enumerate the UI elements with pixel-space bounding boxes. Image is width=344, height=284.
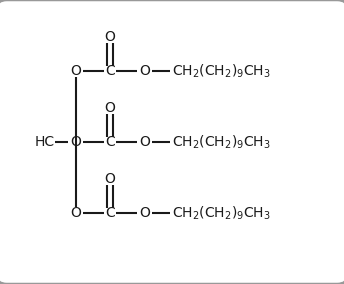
Text: C: C (105, 135, 115, 149)
Text: O: O (70, 64, 81, 78)
Text: O: O (105, 172, 116, 186)
Text: CH$_2$(CH$_2$)$_9$CH$_3$: CH$_2$(CH$_2$)$_9$CH$_3$ (172, 133, 271, 151)
Text: O: O (70, 135, 81, 149)
Text: O: O (139, 64, 150, 78)
Text: O: O (139, 135, 150, 149)
Text: CH$_2$(CH$_2$)$_9$CH$_3$: CH$_2$(CH$_2$)$_9$CH$_3$ (172, 62, 271, 80)
Text: O: O (139, 206, 150, 220)
Text: O: O (105, 30, 116, 44)
Text: O: O (105, 101, 116, 115)
Text: CH$_2$(CH$_2$)$_9$CH$_3$: CH$_2$(CH$_2$)$_9$CH$_3$ (172, 204, 271, 222)
Text: HC: HC (35, 135, 55, 149)
Text: C: C (105, 64, 115, 78)
Text: C: C (105, 206, 115, 220)
Text: O: O (70, 206, 81, 220)
